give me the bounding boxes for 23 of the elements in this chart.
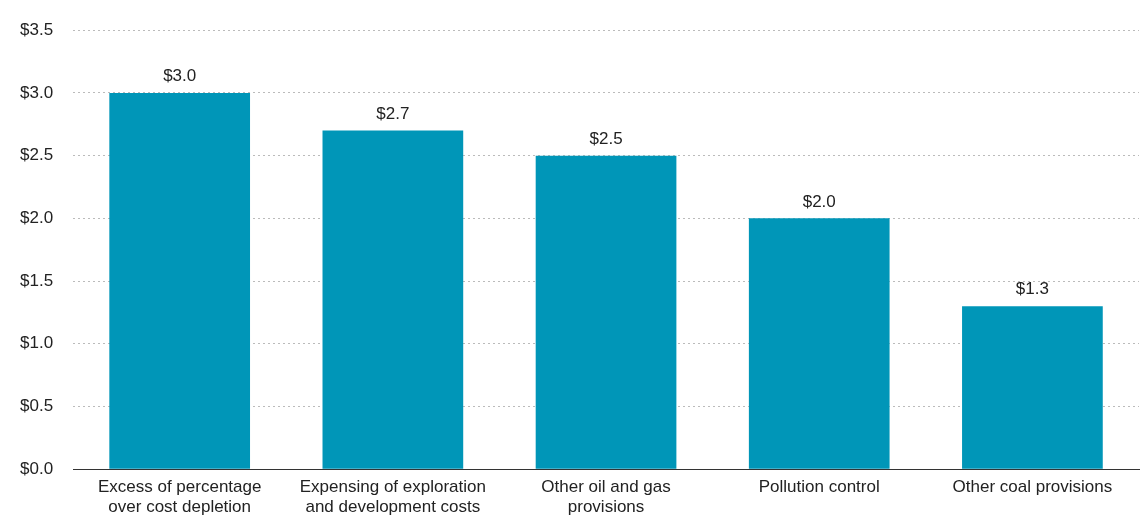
- bar: [748, 218, 890, 469]
- y-tick-label: $1.5: [19, 270, 54, 290]
- data-label: $1.3: [1015, 279, 1049, 299]
- bar: [322, 130, 464, 469]
- bar: [535, 155, 677, 469]
- data-label: $2.7: [376, 103, 410, 123]
- y-tick-label: $1.0: [19, 333, 54, 353]
- x-tick-label: Other coal provisions: [952, 477, 1113, 497]
- x-tick-label: Other oil and gas provisions: [541, 477, 671, 517]
- x-tick-label: Expensing of exploration and development costs: [299, 477, 486, 517]
- x-tick-label: Pollution control: [758, 477, 880, 497]
- y-tick-label: $3.0: [19, 82, 54, 102]
- bar: [962, 306, 1103, 469]
- y-tick-label: $0.0: [19, 458, 54, 478]
- x-tick-label: Excess of percentage over cost depletion: [97, 477, 262, 517]
- y-tick-label: $2.5: [19, 145, 54, 165]
- data-label: $2.0: [802, 191, 836, 211]
- y-tick-label: $0.5: [19, 396, 54, 416]
- y-tick-label: $3.5: [19, 19, 54, 39]
- bar: [109, 92, 251, 469]
- y-tick-label: $2.0: [19, 208, 54, 228]
- data-label: $2.5: [589, 128, 623, 148]
- data-label: $3.0: [163, 66, 197, 86]
